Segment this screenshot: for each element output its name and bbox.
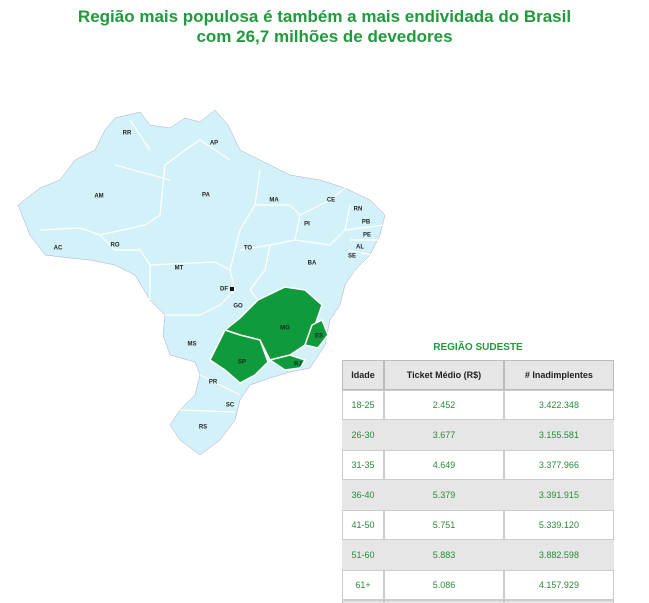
state-label: PB — [362, 220, 371, 226]
cell: 61+ — [342, 570, 385, 600]
state-label: RN — [354, 207, 363, 213]
state-label: MA — [269, 198, 279, 204]
table-title: REGIÃO SUDESTE — [433, 342, 523, 353]
cell: 5.379 — [384, 480, 504, 510]
cell: 3.677 — [384, 420, 504, 450]
state-label: DF — [220, 287, 228, 293]
title-line: com 26,7 milhões de devedores — [196, 27, 453, 46]
cell: 3.882.598 — [503, 540, 614, 570]
es — [304, 318, 329, 349]
header-cell: # Inadimplentes — [503, 360, 614, 390]
state-label: PI — [304, 222, 310, 228]
cell: 51-60 — [342, 540, 385, 570]
cell: 31-35 — [342, 450, 385, 480]
cell: 5.751 — [384, 510, 504, 540]
state-label: AL — [356, 245, 364, 251]
state-label: SC — [226, 403, 235, 409]
state-label: AP — [210, 141, 218, 147]
state-label: PR — [209, 380, 218, 386]
cell: 3.422.348 — [503, 390, 614, 420]
total-cell: 26.727.458 — [503, 600, 614, 603]
cell: 3.155.581 — [503, 420, 614, 450]
row: 18-25 2.452 3.422.348 — [342, 390, 614, 420]
row: 31-35 4.649 3.377.966 — [342, 450, 614, 480]
state-label: RO — [111, 243, 120, 249]
state-label: SE — [348, 254, 356, 260]
title-line: Região mais populosa é também a mais end… — [77, 7, 572, 26]
southeast — [209, 286, 329, 384]
state-label: RR — [123, 131, 132, 137]
df-marker — [230, 287, 234, 291]
cell: 2.452 — [384, 390, 504, 420]
rj — [268, 354, 307, 371]
cell: 5.883 — [384, 540, 504, 570]
state-label: GO — [233, 304, 243, 310]
borders — [39, 119, 386, 413]
cell: 3.391.915 — [503, 480, 614, 510]
state-label: PE — [363, 233, 371, 239]
cell: 18-25 — [342, 390, 385, 420]
state-label: CE — [327, 198, 335, 204]
row: 36-40 5.379 3.391.915 — [342, 480, 614, 510]
state-label: RJ — [294, 362, 302, 368]
state-label: TO — [244, 246, 253, 252]
state-label: ES — [315, 334, 323, 340]
sp — [209, 329, 269, 384]
state-label: AM — [94, 194, 103, 200]
total-cell: 4.799 — [384, 600, 504, 603]
cell: 4.157.929 — [503, 570, 614, 600]
cell: 3.377.966 — [503, 450, 614, 480]
row: 41-50 5.751 5.339.120 — [342, 510, 614, 540]
row: 51-60 5.883 3.882.598 — [342, 540, 614, 570]
state-label: MG — [280, 326, 290, 332]
state-label: RS — [199, 425, 207, 431]
table: Idade Ticket Médio (R$) # Inadimplentes 18-… — [342, 360, 614, 603]
cell: 41-50 — [342, 510, 385, 540]
header-cell: Ticket Médio (R$) — [384, 360, 504, 390]
brazil — [17, 109, 386, 456]
header-cell: Idade — [342, 360, 385, 390]
cell: 4.649 — [384, 450, 504, 480]
cell: 36-40 — [342, 480, 385, 510]
state-label: BA — [308, 261, 317, 267]
state-label: PA — [202, 193, 211, 199]
row: 26-30 3.677 3.155.581 — [342, 420, 614, 450]
row: 61+ 5.086 4.157.929 — [342, 570, 614, 600]
state-label: MS — [188, 342, 197, 348]
cell: 26-30 — [342, 420, 385, 450]
cell: 5.086 — [384, 570, 504, 600]
state-label: AC — [54, 246, 63, 252]
header-row: Idade Ticket Médio (R$) # Inadimplentes — [342, 360, 614, 390]
total-cell: Total — [342, 600, 385, 603]
total-row: Total4.79926.727.458 — [342, 600, 614, 603]
state-label: SP — [238, 360, 246, 366]
state-label: MT — [175, 266, 184, 272]
cell: 5.339.120 — [503, 510, 614, 540]
